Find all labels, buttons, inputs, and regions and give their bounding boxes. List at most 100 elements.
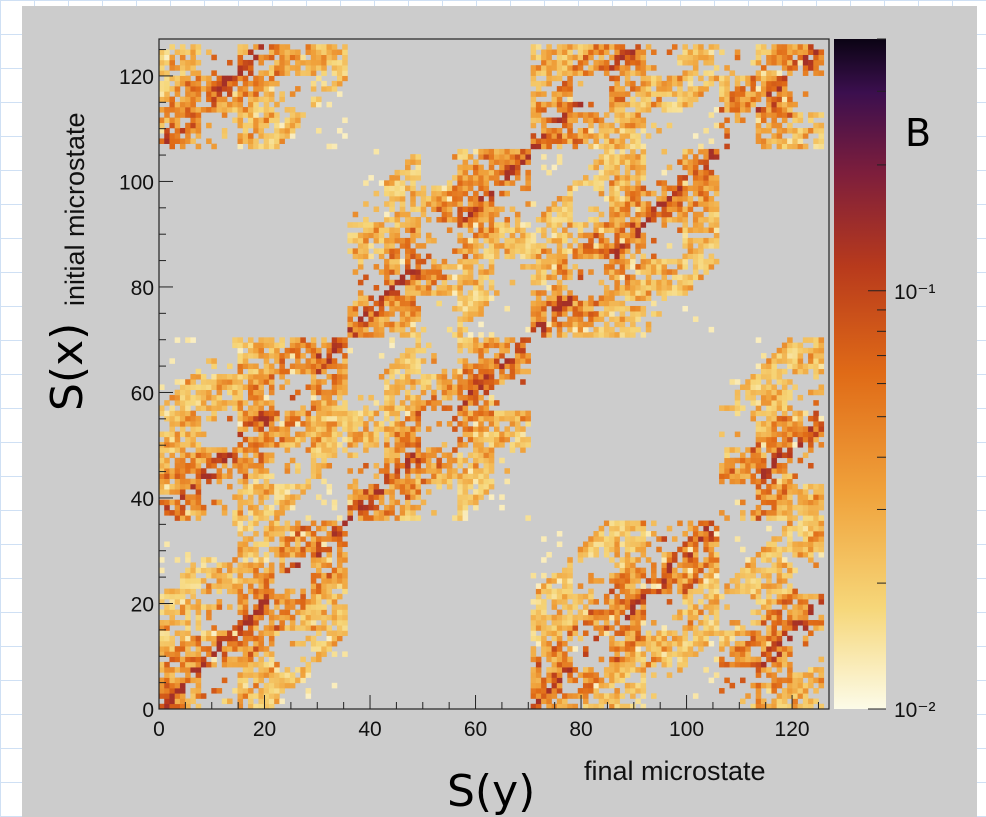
heatmap-cell — [357, 248, 364, 254]
heatmap-cell — [185, 646, 191, 652]
heatmap-cell — [630, 227, 636, 233]
heatmap-cell — [577, 583, 584, 589]
heatmap-cell — [159, 630, 165, 637]
heatmap-cell — [651, 253, 657, 260]
heatmap-cell — [682, 206, 688, 213]
heatmap-cell — [766, 578, 772, 584]
heatmap-cell — [373, 190, 380, 197]
heatmap-cell — [619, 578, 626, 584]
heatmap-cell — [787, 489, 793, 495]
heatmap-cell — [483, 447, 490, 453]
heatmap-cell — [389, 447, 395, 453]
heatmap-cell — [535, 640, 542, 647]
heatmap-cell — [787, 703, 793, 710]
heatmap-cell — [195, 604, 202, 610]
heatmap-cell — [619, 599, 626, 605]
heatmap-cell — [760, 599, 767, 605]
heatmap-cell — [640, 143, 647, 150]
heatmap-cell — [776, 389, 783, 396]
heatmap-cell — [598, 682, 605, 689]
heatmap-cell — [253, 462, 259, 469]
heatmap-cell — [755, 672, 762, 678]
heatmap-cell — [436, 400, 442, 406]
heatmap-cell — [598, 677, 605, 684]
heatmap-cell — [556, 646, 563, 652]
heatmap-cell — [792, 546, 798, 553]
heatmap-cell — [609, 693, 615, 699]
heatmap-cell — [399, 489, 406, 495]
heatmap-cell — [640, 258, 647, 265]
heatmap-cell — [776, 682, 783, 689]
heatmap-cell — [624, 295, 631, 302]
heatmap-cell — [425, 478, 432, 485]
heatmap-cell — [258, 604, 264, 610]
heatmap-cell — [420, 452, 427, 459]
heatmap-cell — [734, 661, 741, 668]
heatmap-cell — [405, 431, 411, 438]
heatmap-cell — [467, 185, 474, 192]
heatmap-cell — [258, 515, 264, 521]
heatmap-cell — [399, 515, 406, 521]
heatmap-cell — [462, 185, 469, 192]
heatmap-cell — [326, 143, 333, 150]
heatmap-cell — [316, 588, 322, 595]
heatmap-cell — [247, 693, 254, 699]
heatmap-cell — [457, 473, 463, 479]
heatmap-cell — [425, 269, 432, 275]
heatmap-cell — [692, 237, 699, 244]
heatmap-cell — [677, 211, 683, 218]
heatmap-cell — [546, 688, 552, 694]
heatmap-cell — [331, 452, 338, 459]
heatmap-cell — [677, 227, 683, 233]
heatmap-cell — [394, 216, 401, 223]
heatmap-cell — [488, 379, 495, 385]
heatmap-cell — [656, 290, 662, 296]
heatmap-cell — [478, 269, 484, 275]
heatmap-cell — [504, 180, 510, 186]
heatmap-cell — [488, 232, 495, 239]
heatmap-cell — [415, 421, 422, 427]
heatmap-cell — [687, 169, 694, 176]
heatmap-cell — [279, 567, 285, 574]
heatmap-cell — [185, 483, 191, 490]
heatmap-cell — [185, 614, 191, 621]
heatmap-cell — [671, 640, 678, 647]
heatmap-cell — [405, 426, 411, 432]
heatmap-cell — [624, 196, 631, 202]
heatmap-cell — [682, 305, 688, 312]
heatmap-cell — [598, 295, 605, 302]
heatmap-cell — [399, 279, 406, 286]
heatmap-cell — [473, 400, 479, 406]
heatmap-cell — [661, 567, 668, 574]
heatmap-cell — [425, 379, 432, 385]
heatmap-cell — [394, 405, 401, 411]
heatmap-cell — [640, 311, 647, 317]
heatmap-cell — [321, 452, 327, 459]
heatmap-cell — [242, 462, 249, 469]
heatmap-cell — [237, 337, 244, 343]
heatmap-cell — [179, 400, 186, 406]
heatmap-cell — [441, 462, 448, 469]
heatmap-cell — [546, 143, 552, 150]
heatmap-cell — [164, 436, 170, 443]
heatmap-cell — [562, 614, 568, 621]
heatmap-cell — [457, 196, 463, 202]
heatmap-cell — [698, 243, 704, 249]
heatmap-cell — [609, 604, 615, 610]
heatmap-cell — [776, 368, 783, 375]
heatmap-cell — [268, 609, 275, 616]
heatmap-cell — [797, 609, 804, 616]
heatmap-cell — [347, 452, 353, 459]
heatmap-cell — [572, 253, 579, 260]
heatmap-cell — [635, 290, 641, 296]
heatmap-cell — [441, 405, 448, 411]
heatmap-cell — [562, 232, 568, 239]
heatmap-cell — [598, 541, 605, 548]
heatmap-cell — [473, 164, 479, 171]
heatmap-cell — [635, 190, 641, 197]
heatmap-cell — [342, 342, 348, 349]
heatmap-cell — [635, 326, 641, 333]
heatmap-cell — [232, 447, 238, 453]
heatmap-cell — [384, 452, 390, 459]
heatmap-cell — [792, 353, 798, 359]
